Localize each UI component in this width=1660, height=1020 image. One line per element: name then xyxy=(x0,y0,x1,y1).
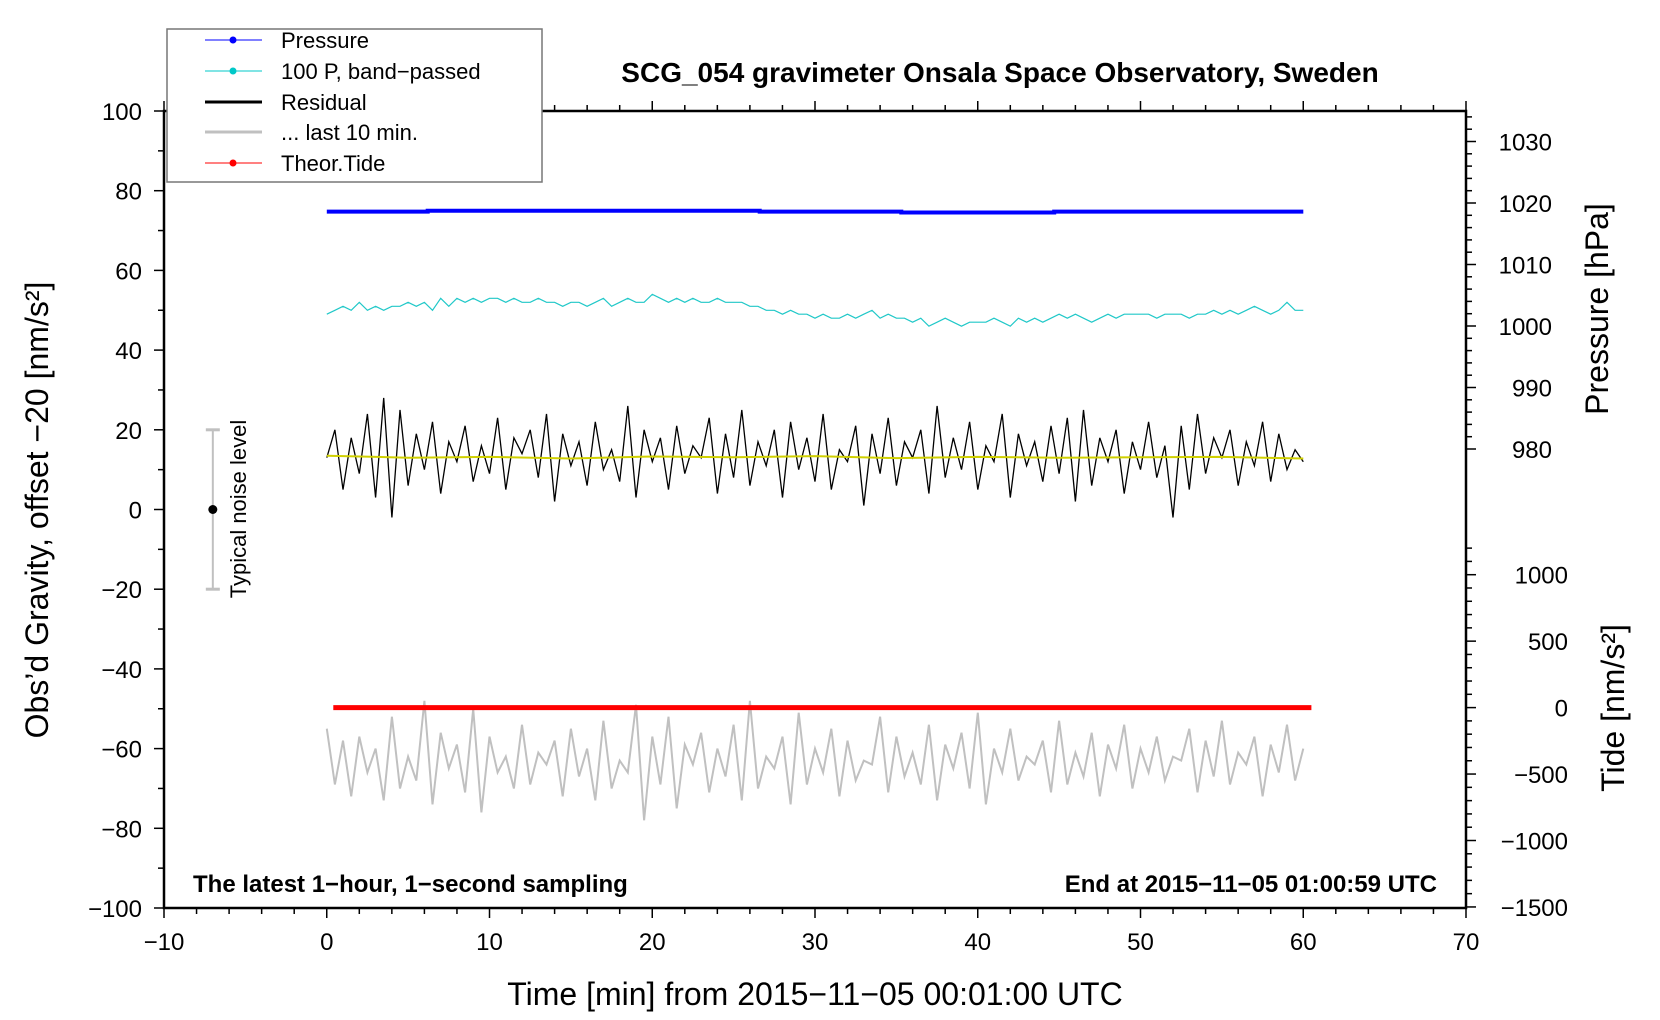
legend-label: Theor.Tide xyxy=(281,151,385,176)
tide-tick-label: 500 xyxy=(1528,629,1568,656)
pressure-tick-label: 990 xyxy=(1512,376,1552,403)
tide-tick-label: 1000 xyxy=(1515,563,1568,590)
y-tick-label: −60 xyxy=(101,737,142,764)
noise-level-label: Typical noise level xyxy=(226,420,251,599)
band-passed-pressure-series xyxy=(326,293,1304,327)
tide-tick-label: −500 xyxy=(1514,762,1568,789)
x-tick-label: 70 xyxy=(1453,929,1480,956)
pressure-tick-label: 1030 xyxy=(1499,130,1552,157)
legend-swatch-marker xyxy=(229,67,237,75)
legend-label: Residual xyxy=(281,90,367,115)
legend-label: ... last 10 min. xyxy=(281,120,418,145)
tide-tick-label: −1500 xyxy=(1501,895,1568,922)
plot-marks xyxy=(205,208,1312,821)
plot-frame xyxy=(162,109,1468,910)
y-tick-label: 100 xyxy=(102,99,142,126)
noise-bar-center-dot xyxy=(208,505,218,514)
sampling-note: The latest 1−hour, 1−second sampling xyxy=(193,871,628,898)
pressure-tick-label: 1010 xyxy=(1499,253,1552,280)
last-10-min-series xyxy=(325,700,1305,821)
y-tick-label: −40 xyxy=(101,657,142,684)
legend-box xyxy=(166,28,543,183)
pressure-tick-label: 1020 xyxy=(1499,191,1552,218)
y-tick-label: 80 xyxy=(115,179,142,206)
residual-smoothed-series xyxy=(326,454,1304,460)
end-time-note: End at 2015−11−05 01:00:59 UTC xyxy=(1065,871,1437,898)
y-tick-label: 20 xyxy=(115,418,142,445)
pressure-axis-title: Pressure [hPa] xyxy=(1579,203,1615,415)
x-tick-label: −10 xyxy=(144,929,185,956)
y-tick-label: 40 xyxy=(115,338,142,365)
y-tick-label: 0 xyxy=(129,498,142,525)
y-tick-label: −20 xyxy=(101,577,142,604)
pressure-tick-label: 980 xyxy=(1512,437,1552,464)
axes: −10 0 10 20 30 40 50 60 70100806040200−20−40−60−… xyxy=(88,99,1568,956)
x-axis-title: Time [min] from 2015−11−05 00:01:00 UTC xyxy=(507,976,1122,1012)
x-tick-label: 10 xyxy=(476,929,503,956)
x-tick-label: 0 xyxy=(320,929,333,956)
tide-tick-label: 0 xyxy=(1555,696,1568,723)
y-axis-title: Obs’d Gravity, offset −20 [nm/s²] xyxy=(19,282,55,739)
pressure-tick-label: 1000 xyxy=(1499,314,1552,341)
tide-axis-title: Tide [nm/s²] xyxy=(1595,624,1631,792)
x-tick-label: 30 xyxy=(802,929,829,956)
y-tick-label: −100 xyxy=(88,896,142,923)
x-tick-label: 20 xyxy=(639,929,666,956)
y-tick-label: −80 xyxy=(101,816,142,843)
legend: Pressure 100 P, band−passed Residual ... la… xyxy=(166,28,543,183)
legend-label: 100 P, band−passed xyxy=(281,59,481,84)
x-tick-label: 50 xyxy=(1127,929,1154,956)
chart-title: SCG_054 gravimeter Onsala Space Observat… xyxy=(621,57,1378,88)
legend-swatch-marker xyxy=(229,36,237,44)
legend-label: Pressure xyxy=(281,28,369,53)
pressure-series xyxy=(326,208,1304,215)
tide-tick-label: −1000 xyxy=(1501,829,1568,856)
residual-series xyxy=(326,397,1304,518)
x-tick-label: 60 xyxy=(1290,929,1317,956)
y-tick-label: 60 xyxy=(115,258,142,285)
x-tick-label: 40 xyxy=(964,929,991,956)
legend-swatch-marker xyxy=(229,159,237,167)
